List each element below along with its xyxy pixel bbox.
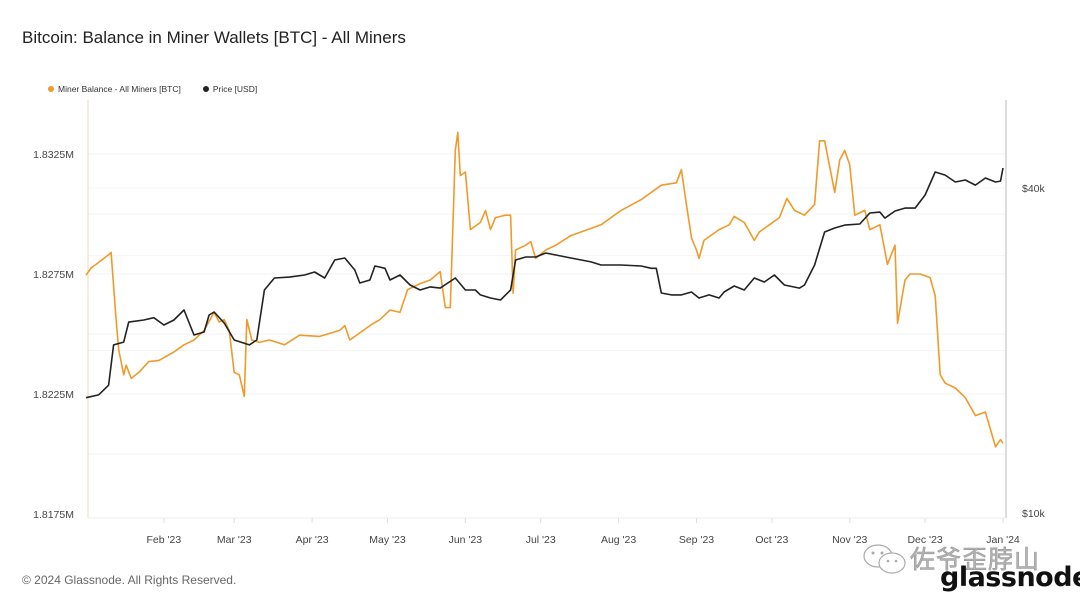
y-left-tick-label: 1.8225M: [33, 389, 74, 401]
legend-item-price[interactable]: Price [USD]: [202, 84, 258, 94]
x-tick-label: Jul '23: [526, 534, 556, 546]
legend-dot-balance: [48, 86, 54, 92]
legend-item-balance[interactable]: Miner Balance - All Miners [BTC]: [48, 84, 181, 94]
y-left-tick-label: 1.8325M: [33, 149, 74, 161]
legend-label-price: Price [USD]: [212, 84, 258, 94]
x-tick-label: Jun '23: [449, 534, 483, 546]
x-tick-label: Feb '23: [147, 534, 182, 546]
wechat-icon: [863, 544, 906, 574]
x-tick-label: May '23: [369, 534, 406, 546]
series-line-price: [85, 167, 1004, 399]
x-tick-label: Sep '23: [679, 534, 714, 546]
x-tick-label: Mar '23: [217, 534, 252, 546]
legend: Miner Balance - All Miners [BTC] Price […: [48, 84, 257, 94]
x-tick-label: Aug '23: [601, 534, 636, 546]
x-tick-label: Apr '23: [296, 534, 329, 546]
legend-dot-price: [202, 86, 209, 92]
y-left-tick-label: 1.8275M: [33, 269, 74, 281]
y-left-tick-label: 1.8175M: [33, 509, 74, 521]
copyright-footer: © 2024 Glassnode. All Rights Reserved.: [22, 573, 237, 587]
watermark-text: 佐爷歪脖山: [910, 545, 1041, 575]
glassnode-logo: glassnode: [940, 562, 1080, 593]
series-line-balance: [85, 131, 1004, 448]
x-tick-label: Jan '24: [986, 534, 1020, 546]
chart-title: Bitcoin: Balance in Miner Wallets [BTC] …: [22, 28, 406, 47]
gridlines: [88, 153, 1006, 455]
y-right-tick-label: $40k: [1022, 183, 1046, 195]
x-tick-label: Nov '23: [832, 534, 867, 546]
y-right-tick-label: $10k: [1022, 508, 1046, 520]
x-tick-label: Oct '23: [755, 534, 788, 546]
x-tick-label: Dec '23: [907, 534, 942, 546]
legend-label-balance: Miner Balance - All Miners [BTC]: [58, 84, 181, 94]
